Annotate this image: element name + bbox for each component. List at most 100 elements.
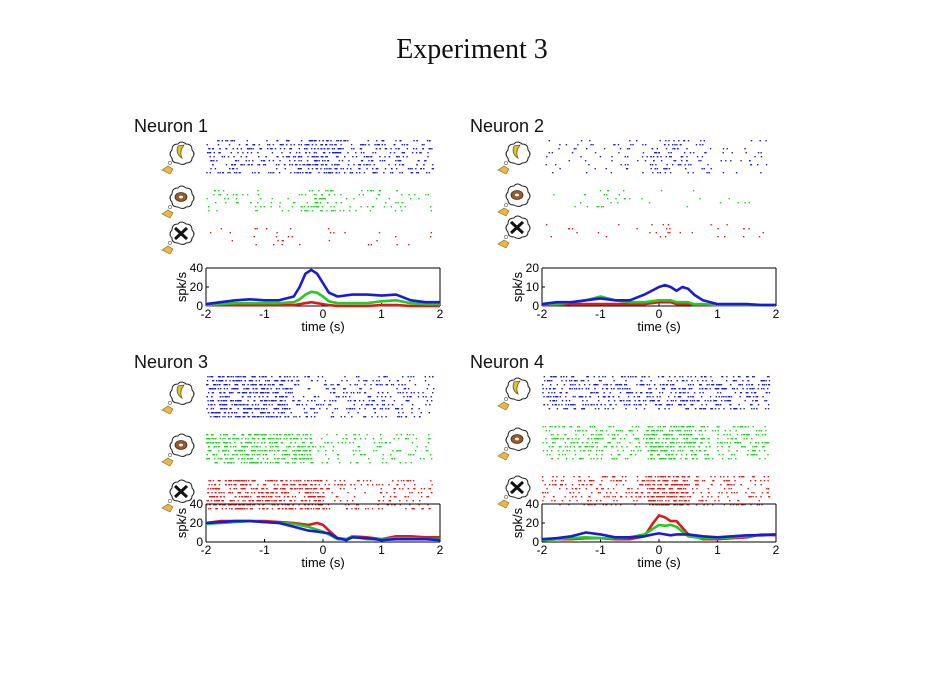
spike: [257, 500, 260, 502]
spike: [219, 194, 222, 196]
spike: [420, 488, 423, 490]
spike: [747, 488, 749, 490]
spike: [287, 392, 290, 394]
spike: [375, 384, 378, 386]
spike: [298, 152, 301, 154]
spike: [595, 500, 598, 502]
panel-title: Neuron 1: [134, 116, 209, 136]
spike: [361, 404, 363, 406]
spike: [237, 202, 239, 204]
spike: [262, 508, 264, 510]
spike: [334, 484, 336, 486]
spike: [337, 458, 339, 460]
spike: [733, 388, 735, 390]
spike: [287, 496, 290, 498]
spike: [393, 152, 396, 154]
spike: [419, 500, 421, 502]
spike: [728, 488, 730, 490]
spike: [684, 480, 686, 482]
spike: [234, 442, 236, 444]
spike: [756, 400, 758, 402]
spike: [251, 164, 253, 166]
spike: [590, 450, 592, 452]
spike: [687, 396, 690, 398]
spike: [630, 392, 632, 394]
spike: [666, 400, 669, 402]
spike: [689, 384, 692, 386]
spike: [606, 504, 608, 506]
spike: [275, 408, 278, 410]
spike: [656, 396, 658, 398]
spike: [686, 504, 688, 506]
spike: [580, 458, 583, 460]
spike: [235, 404, 238, 406]
spike: [379, 160, 381, 162]
spike: [647, 392, 649, 394]
x-tick-label: 2: [773, 307, 780, 321]
spike: [671, 454, 673, 456]
spike: [734, 408, 736, 410]
spike: [394, 164, 397, 166]
spike: [672, 148, 674, 150]
spike: [397, 148, 400, 150]
spike: [695, 504, 698, 506]
spike: [335, 172, 337, 174]
spike: [277, 408, 280, 410]
spike: [231, 500, 233, 502]
spike: [623, 198, 626, 200]
spike: [407, 454, 410, 456]
spike: [366, 168, 368, 170]
spike: [402, 412, 404, 414]
spike: [209, 388, 212, 390]
x-tick-label: -1: [259, 307, 270, 321]
spike: [685, 500, 687, 502]
spike: [609, 442, 611, 444]
spike: [648, 480, 650, 482]
spike: [343, 388, 345, 390]
spike: [267, 392, 270, 394]
spike: [724, 400, 726, 402]
spike: [283, 408, 286, 410]
spike: [629, 454, 632, 456]
spike: [743, 476, 745, 478]
spike: [298, 144, 300, 146]
spike: [299, 458, 301, 460]
spike: [648, 492, 651, 494]
spike: [209, 232, 212, 234]
spike: [291, 164, 293, 166]
spike: [310, 488, 313, 490]
spike: [270, 400, 273, 402]
spike: [233, 164, 236, 166]
spike: [242, 194, 244, 196]
spike: [641, 484, 643, 486]
spike: [308, 164, 311, 166]
spike: [736, 408, 738, 410]
spike: [278, 458, 280, 460]
spike: [370, 384, 372, 386]
spike: [746, 434, 748, 436]
spike: [304, 504, 307, 506]
spike: [737, 376, 740, 378]
spike: [712, 384, 714, 386]
spike: [237, 508, 239, 510]
spike: [284, 458, 286, 460]
spike: [729, 404, 731, 406]
spike: [233, 484, 235, 486]
spike: [298, 168, 300, 170]
spike: [303, 496, 306, 498]
spike: [676, 496, 678, 498]
spike: [219, 392, 221, 394]
spike: [666, 480, 668, 482]
spike: [399, 462, 401, 464]
spike: [684, 488, 686, 490]
spike: [276, 156, 278, 158]
spike: [714, 408, 717, 410]
spike: [630, 376, 632, 378]
spike: [315, 508, 317, 510]
spike: [390, 172, 392, 174]
spike: [591, 426, 593, 428]
spike: [742, 446, 744, 448]
spike: [294, 442, 296, 444]
spike: [604, 376, 606, 378]
spike: [253, 480, 255, 482]
